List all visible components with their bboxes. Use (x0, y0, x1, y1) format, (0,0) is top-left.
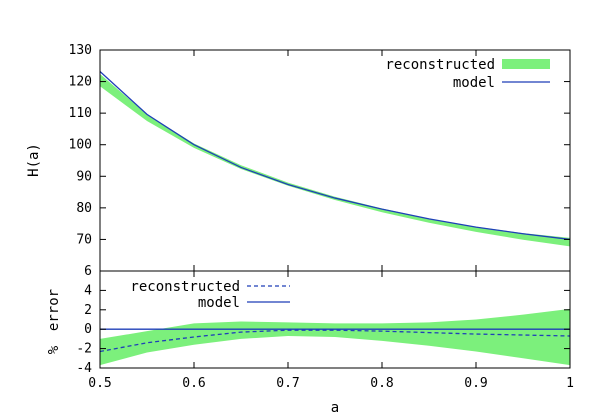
x-tick-label: 0.5 (88, 376, 111, 391)
y-tick-label: 90 (76, 169, 92, 184)
y-tick-label: 70 (76, 232, 92, 247)
y-tick-label: -4 (76, 361, 92, 376)
bottom-x-ticks: 0.5 0.6 0.7 0.8 0.9 1 (88, 271, 574, 391)
y-tick-label: 80 (76, 201, 92, 216)
bottom-plot-frame (99, 270, 571, 369)
bottom-y-axis-title-percent: % (46, 345, 62, 354)
bottom-y-ticks: 6 4 2 0 -2 -4 (76, 264, 570, 376)
x-tick-label: 1 (566, 376, 574, 391)
y-tick-label: 120 (69, 75, 92, 90)
x-tick-label: 0.8 (370, 376, 393, 391)
y-tick-label: 6 (84, 264, 92, 279)
legend-label-reconstructed-error: reconstructed (130, 279, 240, 295)
legend-label-model-error: model (198, 295, 240, 311)
top-y-ticks: 130 120 110 100 90 80 70 (69, 43, 571, 271)
legend-swatch-reconstructed (502, 59, 550, 69)
y-tick-label: 110 (69, 106, 92, 121)
bottom-band (100, 308, 570, 366)
x-tick-label: 0.7 (276, 376, 299, 391)
top-y-axis-title: H(a) (26, 143, 42, 177)
bottom-series (99, 328, 571, 353)
legend-label-reconstructed: reconstructed (385, 57, 495, 73)
bottom-panel: 6 4 2 0 -2 -4 0.5 0.6 0.7 0.8 0.9 1 % error a reco… (46, 264, 574, 416)
x-tick-label: 0.9 (464, 376, 487, 391)
bottom-legend: reconstructed model (130, 279, 290, 311)
legend-label-model: model (453, 75, 495, 91)
y-tick-label: -2 (76, 342, 92, 357)
bottom-band-area (100, 308, 570, 366)
x-axis-title: a (331, 400, 339, 416)
y-tick-label: 0 (84, 322, 92, 337)
y-tick-label: 130 (69, 43, 92, 58)
y-tick-label: 2 (84, 303, 92, 318)
x-tick-label: 0.6 (182, 376, 205, 391)
top-legend: reconstructed model (385, 57, 550, 91)
top-series-model-line (99, 70, 571, 241)
top-series (99, 70, 571, 241)
y-tick-label: 100 (69, 138, 92, 153)
bottom-series-reconstructed-line (99, 329, 571, 353)
bottom-y-axis-title-error: error (46, 289, 62, 331)
y-tick-label: 4 (84, 283, 92, 298)
